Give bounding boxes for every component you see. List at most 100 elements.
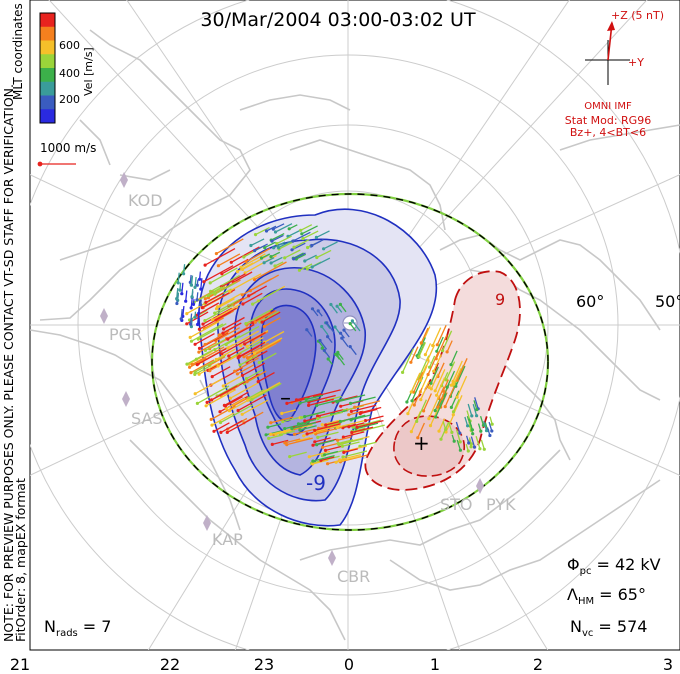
station-marker-pyk [476, 478, 484, 494]
velocity-vector [261, 253, 271, 259]
velocity-vector [242, 362, 266, 376]
velocity-vector [220, 385, 240, 397]
velocity-vector [343, 431, 365, 438]
velocity-vector [311, 239, 324, 247]
velocity-vector [248, 389, 265, 399]
velocity-vector [194, 354, 227, 373]
velocity-vector [327, 336, 333, 343]
velocity-vector [452, 399, 460, 412]
velocity-vector [180, 309, 183, 319]
velocity-vector [446, 340, 453, 353]
velocity-vector [293, 252, 304, 259]
velocity-vector [234, 357, 259, 372]
velocity-vector [205, 388, 237, 407]
velocity-vector [330, 304, 338, 314]
velocity-vector [213, 422, 230, 432]
velocity-vector [402, 348, 414, 373]
velocity-vector [193, 286, 223, 303]
velocity-vector [242, 254, 269, 270]
velocity-vector [241, 399, 269, 415]
velocity-vector [205, 292, 224, 303]
velocity-vector [312, 454, 335, 462]
station-marker-cbr [328, 550, 336, 566]
velocity-vector [350, 414, 371, 421]
velocity-vector [189, 313, 193, 325]
velocity-vector [204, 317, 224, 330]
velocity-vector [254, 337, 283, 354]
velocity-vector [204, 330, 230, 346]
velocity-vector [341, 337, 349, 347]
velocity-vector [200, 278, 203, 290]
velocity-vector [300, 224, 313, 231]
velocity-vector [317, 310, 323, 317]
velocity-vector [226, 416, 256, 433]
map-title: 30/Mar/2004 03:00-03:02 UT [200, 9, 476, 31]
velocity-vector [449, 382, 458, 397]
velocity-vector [271, 234, 284, 242]
velocity-vector [228, 340, 262, 360]
velocity-vector [215, 348, 236, 361]
velocity-vector [270, 256, 283, 264]
velocity-vector [198, 362, 220, 375]
velocity-vector [194, 377, 224, 395]
velocity-vector [276, 235, 292, 245]
velocity-vector [468, 423, 472, 431]
coastlines [30, 29, 680, 641]
velocity-vector [228, 347, 245, 357]
velocity-vector [294, 428, 315, 435]
velocity-vector [257, 372, 275, 383]
velocity-vector [436, 325, 447, 346]
velocity-vector [339, 304, 347, 313]
velocity-vector [336, 394, 366, 403]
coords-label: MLT coordinates [11, 3, 25, 100]
velocity-vector [198, 341, 217, 353]
velocity-vector [423, 393, 432, 412]
velocity-vector [465, 444, 469, 452]
velocity-vector [281, 409, 297, 415]
velocity-vector [467, 403, 473, 417]
velocity-vector [351, 427, 366, 433]
velocity-vector [337, 352, 344, 360]
velocity-vector [354, 400, 381, 408]
velocity-vector [232, 271, 253, 283]
velocity-vector [317, 431, 339, 439]
velocity-vector [274, 261, 284, 267]
velocity-vector [272, 439, 289, 446]
velocity-vector [216, 238, 244, 255]
velocity-vector [451, 434, 455, 442]
velocity-vector [214, 281, 237, 295]
velocity-vector [314, 437, 331, 443]
velocity-vector [311, 257, 331, 268]
velocity-vector [308, 398, 334, 407]
velocity-vector [340, 414, 366, 423]
velocity-vector [270, 233, 285, 241]
velocity-vector [432, 327, 442, 346]
velocity-vector [210, 274, 241, 292]
velocity-vector [194, 277, 197, 288]
velocity-vector [226, 326, 248, 340]
velocity-vector [212, 303, 241, 321]
lat-label-60: 60° [576, 292, 604, 311]
velocity-vector [245, 247, 271, 263]
velocity-vector [325, 445, 344, 452]
velocity-vector [214, 335, 241, 351]
velocity-vector [246, 350, 268, 363]
velocity-vector [342, 441, 360, 447]
velocity-vector [251, 382, 282, 401]
velocity-vector [177, 272, 180, 283]
velocity-vector [342, 450, 368, 458]
velocity-vector-origin [199, 303, 203, 307]
velocity-vector [190, 299, 193, 308]
colorbar-segment [40, 54, 55, 69]
nrads-stat: Nrads = 7 [44, 617, 111, 639]
velocity-vector [433, 354, 442, 372]
velocity-vector [207, 357, 232, 371]
velocity-vector [450, 371, 459, 386]
velocity-vector [314, 423, 341, 432]
velocity-vector [258, 352, 277, 364]
velocity-vector [189, 357, 207, 368]
velocity-vector [448, 421, 453, 433]
velocity-vector [464, 416, 469, 426]
velocity-vector [209, 356, 226, 366]
